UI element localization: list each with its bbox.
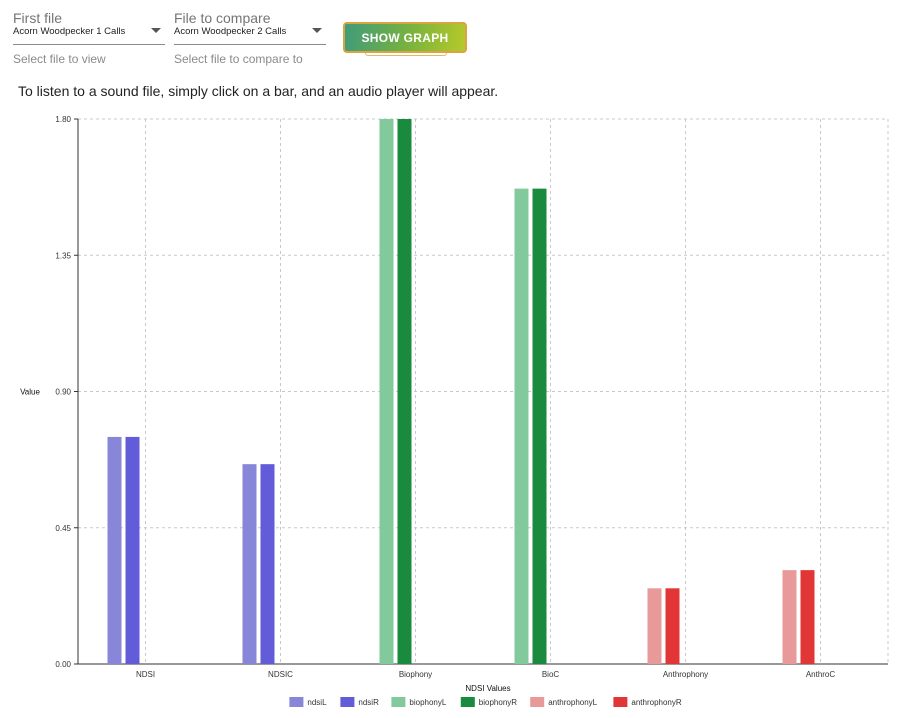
legend-swatch-biophonyR [460, 697, 475, 707]
x-tick-label: NDSIC [268, 670, 293, 679]
legend-label-ndsiL: ndsiL [307, 698, 327, 707]
compare-file-field[interactable]: Acorn Woodpecker 2 Calls [174, 26, 326, 45]
ndsi-bar-chart: 0.00 0.45 0.90 1.35 1.80 NDSI NDSIC Biophony Bio… [20, 115, 889, 707]
bar-anthrophonyL-anthroc[interactable] [782, 570, 797, 664]
legend-swatch-biophonyL [391, 697, 406, 707]
legend-swatch-anthrophonyR [613, 697, 628, 707]
first-file-label: First file [13, 10, 62, 26]
first-file-field[interactable]: Acorn Woodpecker 1 Calls [13, 26, 165, 45]
bar-ndsiL-ndsi[interactable] [107, 436, 122, 664]
y-tick-label: 1.80 [55, 115, 71, 124]
bar-biophonyR-bioc[interactable] [532, 188, 547, 664]
legend-swatch-anthrophonyL [530, 697, 545, 707]
compare-file-select[interactable]: File to compare Acorn Woodpecker 2 Calls… [174, 10, 326, 66]
bar-biophonyR-biophony[interactable] [397, 119, 412, 664]
compare-file-value: Acorn Woodpecker 2 Calls [174, 26, 287, 37]
bar-ndsiR-ndsi[interactable] [125, 436, 140, 664]
chevron-down-icon[interactable] [312, 28, 322, 33]
chevron-down-icon[interactable] [151, 28, 161, 33]
x-tick-label: BioC [542, 670, 560, 679]
y-tick-label: 0.90 [55, 388, 71, 397]
legend-label-biophonyR: biophonyR [479, 698, 517, 707]
x-tick-label: Biophony [399, 670, 432, 679]
first-file-value: Acorn Woodpecker 1 Calls [13, 26, 126, 37]
show-graph-button[interactable]: SHOW GRAPH [343, 22, 467, 53]
first-file-select[interactable]: First file Acorn Woodpecker 1 Calls Sele… [13, 10, 165, 66]
x-tick-label: NDSI [136, 670, 155, 679]
y-axis-title: Value [20, 388, 40, 397]
x-tick-label: Anthrophony [663, 670, 708, 679]
first-file-hint: Select file to view [13, 52, 106, 66]
x-tick-label: AnthroC [806, 670, 836, 679]
y-tick-label: 0.00 [55, 660, 71, 669]
x-axis-title: NDSI Values [465, 684, 510, 693]
show-graph-button-shadow [365, 53, 447, 56]
legend-label-anthrophonyR: anthrophonyR [631, 698, 681, 707]
legend-label-biophonyL: biophonyL [409, 698, 446, 707]
y-tick-label: 1.35 [55, 251, 71, 260]
legend-label-anthrophonyL: anthrophonyL [548, 698, 597, 707]
instruction-text: To listen to a sound file, simply click … [18, 83, 499, 99]
legend-label-ndsiR: ndsiR [358, 698, 379, 707]
y-tick-label: 0.45 [55, 524, 71, 533]
compare-file-hint: Select file to compare to [174, 52, 303, 66]
legend-swatch-ndsiL [289, 697, 304, 707]
legend-swatch-ndsiR [340, 697, 355, 707]
compare-file-label: File to compare [174, 10, 271, 26]
bar-anthrophonyR-anthrophony[interactable] [665, 588, 680, 664]
bar-biophonyL-biophony[interactable] [379, 119, 394, 664]
bar-anthrophonyR-anthroc[interactable] [800, 570, 815, 664]
bar-ndsiR-ndsic[interactable] [260, 464, 275, 664]
bar-ndsiL-ndsic[interactable] [242, 464, 257, 664]
bar-biophonyL-bioc[interactable] [514, 188, 529, 664]
bar-anthrophonyL-anthrophony[interactable] [647, 588, 662, 664]
